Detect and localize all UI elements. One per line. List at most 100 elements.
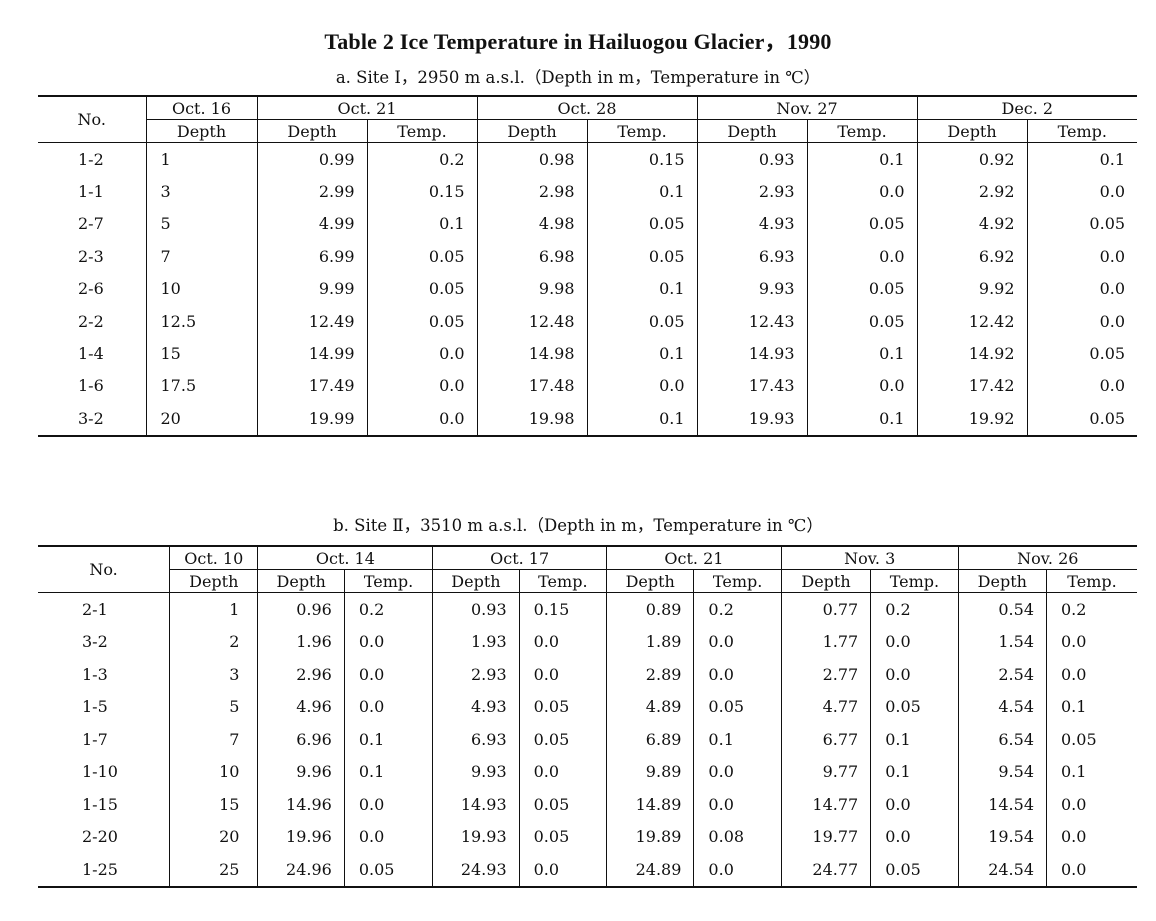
row-number: 3-2 [38, 402, 147, 436]
temp-cell: 0.0 [1061, 664, 1087, 684]
temp-cell: 0.1 [807, 142, 918, 176]
depth-cell: 6.99 [257, 240, 368, 273]
temp-cell: 0.1 [870, 723, 959, 756]
depth-header: Depth [606, 569, 695, 593]
temp-header: Temp. [587, 119, 698, 143]
depth-cell: 24.77 [781, 853, 872, 887]
table-site-2: No. Oct. 10 Oct. 14 Oct. 17 Oct. 21 Nov.… [38, 545, 1137, 888]
depth-cell: 1.77 [781, 625, 872, 658]
temp-cell: 0.05 [1089, 344, 1126, 364]
table-row: 2-3 7 6.99 0.05 6.98 0.05 6.93 0.0 6.92 0.0 [38, 240, 1137, 273]
depth-cell: 14.89 [606, 788, 695, 821]
temp-cell: 0.05 [519, 690, 608, 723]
depth-cell: 0.96 [257, 592, 345, 626]
table-a-subtitle: a. Site Ⅰ，2950 m a.s.l.（Depth in m，Tempe… [335, 68, 821, 87]
table-row: 1-3 3 2.96 0.0 2.93 0.0 2.89 0.0 2.77 0.0 2.54 0.0 [38, 658, 1137, 691]
depth-header: Depth [257, 569, 345, 593]
temp-cell: 0.0 [870, 788, 959, 821]
depth-cell: 19.93 [432, 820, 520, 853]
depth-header: Depth [917, 119, 1028, 143]
depth-cell: 12.49 [257, 304, 368, 338]
temp-cell: 0.1 [587, 402, 698, 436]
temp-cell: 0.05 [1061, 729, 1097, 749]
temp-cell: 0.0 [693, 788, 782, 821]
temp-cell: 0.05 [870, 690, 959, 723]
temp-cell: 0.08 [693, 820, 782, 853]
temp-cell: 0.05 [807, 304, 918, 338]
depth-cell: 0.92 [917, 142, 1028, 176]
temp-cell: 0.0 [344, 625, 434, 658]
depth-cell: 5 [169, 690, 259, 723]
depth-cell: 6.54 [958, 723, 1048, 756]
depth-cell: 14.77 [781, 788, 872, 821]
temp-cell: 0.15 [519, 592, 608, 626]
table-site-1: No. Oct. 16 Oct. 21 Oct. 28 Nov. 27 Dec.… [38, 95, 1138, 437]
depth-cell: 4.99 [257, 207, 368, 241]
temp-header: Temp. [693, 569, 782, 593]
depth-cell: 2.92 [917, 175, 1028, 208]
row-number: 1-3 [38, 658, 171, 691]
temp-cell: 0.0 [693, 658, 782, 691]
depth-cell: 7 [146, 240, 258, 273]
depth-header: Depth [146, 119, 258, 143]
depth-cell: 4.98 [477, 207, 588, 241]
first-date-header: Oct. 16 [146, 96, 258, 120]
temp-cell: 0.05 [367, 304, 478, 338]
depth-cell: 7 [169, 723, 259, 756]
depth-cell: 1.96 [257, 625, 345, 658]
row-number: 1-15 [38, 788, 171, 821]
date-header: Oct. 14 [257, 546, 434, 570]
depth-cell: 14.98 [477, 337, 588, 370]
temp-cell: 0.1 [367, 207, 478, 241]
depth-cell: 2.54 [958, 658, 1048, 691]
depth-header: Depth [477, 119, 588, 143]
temp-cell: 0.0 [807, 369, 918, 403]
temp-cell: 0.0 [519, 625, 608, 658]
depth-cell: 17.5 [146, 369, 258, 403]
row-number: 1-25 [38, 853, 171, 887]
depth-header: Depth [257, 119, 368, 143]
depth-header: Depth [697, 119, 808, 143]
table-row: 1-4 15 14.99 0.0 14.98 0.1 14.93 0.1 14.92 0.05 [38, 337, 1137, 370]
depth-cell: 12.48 [477, 304, 588, 338]
temp-cell: 0.05 [870, 853, 959, 887]
temp-cell: 0.0 [1061, 632, 1087, 652]
table-a-header-dates: No. Oct. 16 Oct. 21 Oct. 28 Nov. 27 Dec.… [38, 96, 1138, 143]
temp-cell: 0.15 [367, 175, 478, 208]
table-b-header-columns: Depth Depth Temp. Depth Temp. Depth Temp… [38, 569, 1137, 593]
row-number: 1-4 [38, 337, 147, 370]
temp-cell: 0.05 [807, 272, 918, 305]
depth-cell: 25 [169, 853, 259, 887]
temp-cell: 0.05 [1089, 214, 1126, 234]
depth-cell: 1.54 [958, 625, 1048, 658]
table-row: 3-2 2 1.96 0.0 1.93 0.0 1.89 0.0 1.77 0.0 1.54 0.0 [38, 625, 1137, 658]
temp-cell: 0.0 [587, 369, 698, 403]
depth-cell: 14.92 [917, 337, 1028, 370]
temp-header: Temp. [807, 119, 918, 143]
row-number: 1-6 [38, 369, 147, 403]
depth-cell: 19.77 [781, 820, 872, 853]
temp-cell: 0.2 [344, 592, 434, 626]
depth-cell: 14.96 [257, 788, 345, 821]
depth-cell: 0.99 [257, 142, 368, 176]
depth-cell: 6.93 [432, 723, 520, 756]
depth-cell: 1 [146, 142, 258, 176]
date-header: Oct. 28 [477, 96, 698, 120]
temp-cell: 0.0 [1099, 311, 1126, 331]
temp-cell: 0.0 [367, 402, 478, 436]
depth-cell: 19.89 [606, 820, 695, 853]
temp-cell: 0.05 [587, 207, 698, 241]
temp-cell: 0.2 [367, 142, 478, 176]
depth-cell: 19.54 [958, 820, 1048, 853]
depth-cell: 4.93 [697, 207, 808, 241]
depth-cell: 2.93 [432, 658, 520, 691]
temp-cell: 0.0 [1099, 246, 1126, 266]
no-header: No. [38, 96, 147, 143]
depth-cell: 10 [146, 272, 258, 305]
depth-cell: 14.93 [432, 788, 520, 821]
row-number: 2-1 [38, 592, 171, 626]
depth-cell: 9.93 [697, 272, 808, 305]
temp-cell: 0.0 [807, 240, 918, 273]
depth-cell: 12.43 [697, 304, 808, 338]
depth-cell: 10 [169, 755, 259, 788]
